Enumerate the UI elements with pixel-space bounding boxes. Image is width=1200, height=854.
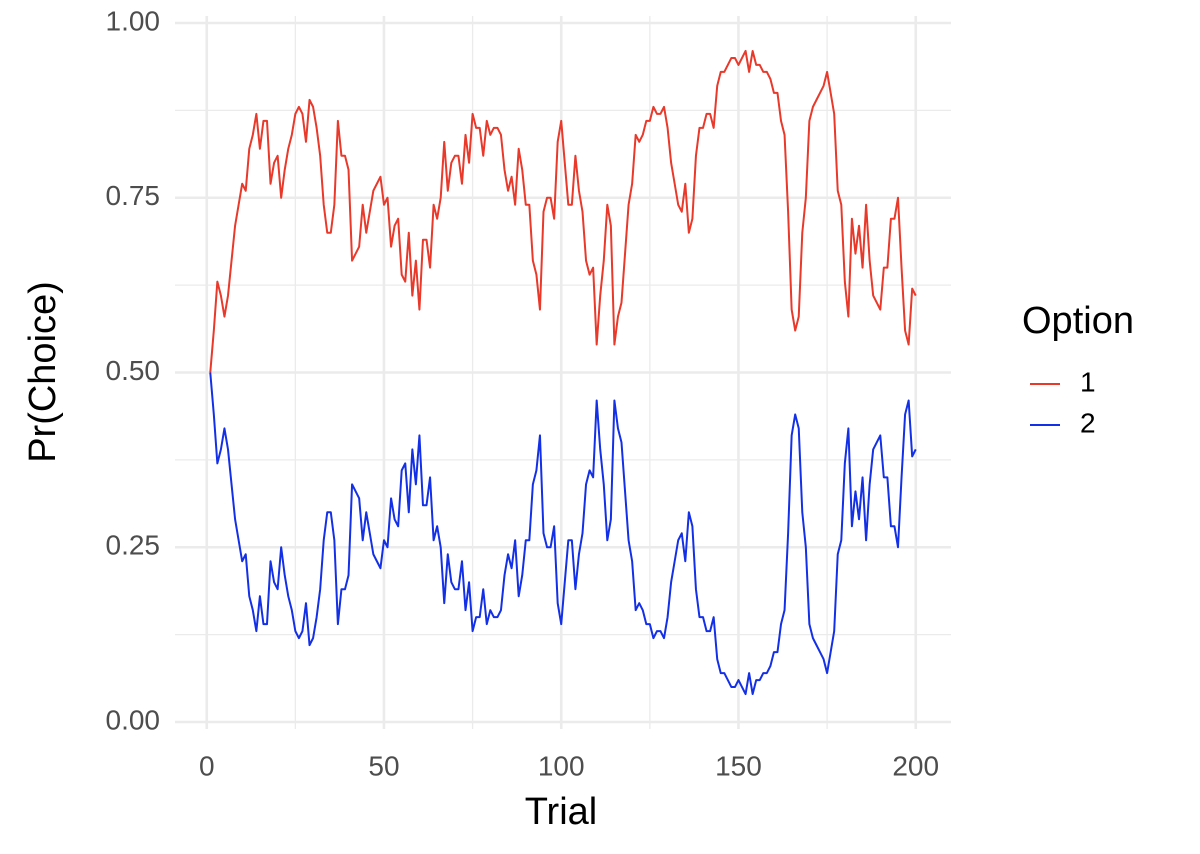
y-tick-label: 1.00 (106, 5, 161, 36)
x-tick-label: 200 (892, 750, 939, 781)
grid (175, 16, 951, 729)
y-tick-label: 0.00 (106, 704, 161, 735)
y-tick-label: 0.25 (106, 530, 161, 561)
lines (209, 49, 917, 696)
x-tick-label: 0 (199, 750, 215, 781)
legend-label: 1 (1080, 366, 1096, 397)
legend-label: 2 (1080, 407, 1096, 438)
legend-title: Option (1022, 300, 1134, 342)
x-axis-title: Trial (525, 791, 597, 833)
x-tick-label: 50 (368, 750, 399, 781)
y-tick-label: 0.50 (106, 355, 161, 386)
x-tick-label: 100 (538, 750, 585, 781)
series-line (209, 372, 917, 696)
series-line (209, 49, 917, 373)
y-tick-label: 0.75 (106, 180, 161, 211)
y-axis-title: Pr(Choice) (22, 281, 64, 463)
x-tick-label: 150 (715, 750, 762, 781)
